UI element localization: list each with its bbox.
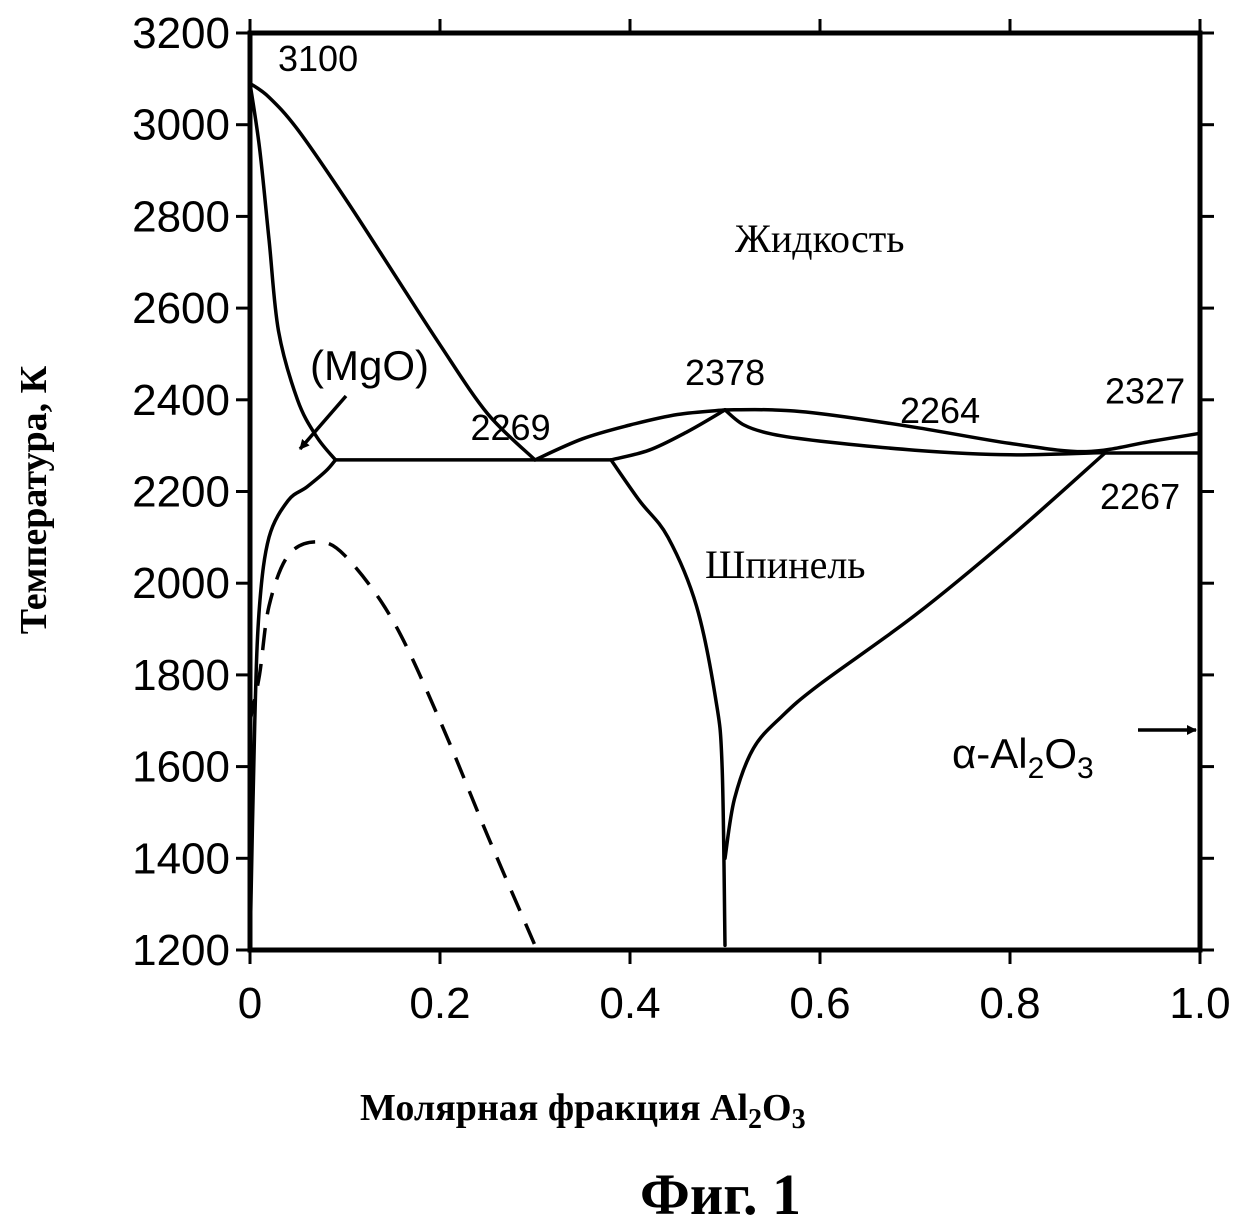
y-tick-label: 2400: [132, 376, 230, 425]
region-liquid-label: Жидкость: [735, 216, 904, 261]
x-axis: 0 0.2 0.4 0.6 0.8 1.0: [238, 19, 1231, 1028]
x-tick-label: 0.6: [789, 979, 850, 1028]
phase-boundary-9: [609, 458, 727, 948]
y-tick-label: 1400: [132, 834, 230, 883]
temperature-label: 2327: [1105, 370, 1185, 411]
x-tick-label: 0.2: [409, 979, 470, 1028]
y-tick-label: 3200: [132, 9, 230, 58]
temperature-label: 2378: [685, 352, 765, 393]
phase-boundary-1: [248, 81, 338, 462]
region-mgo-label: (MgO): [310, 342, 429, 389]
phase-boundary-5: [609, 408, 727, 462]
y-tick-label: 2200: [132, 468, 230, 517]
svg-text:α-Al2O3: α-Al2O3: [952, 730, 1094, 785]
x-tick-label: 1.0: [1169, 979, 1230, 1028]
x-axis-title: Молярная фракция Al2O3: [360, 1087, 806, 1135]
temperature-label: 2267: [1100, 476, 1180, 517]
y-tick-label: 2000: [132, 559, 230, 608]
temperature-annotations: 3100 2269 2378 2264 2327 2267: [278, 38, 1185, 517]
y-tick-label: 3000: [132, 101, 230, 150]
figure-caption: Фиг. 1: [640, 1162, 801, 1227]
phase-boundary-6: [723, 408, 1107, 457]
y-tick-label: 2800: [132, 192, 230, 241]
x-tick-label: 0.8: [979, 979, 1040, 1028]
y-axis: 1200 1400 1600 1800 2000 2200 2400 2600 2800 3000…: [132, 9, 1214, 975]
mgo-arrow: [298, 394, 348, 451]
phase-boundary-4: [533, 408, 727, 462]
phase-boundary-2: [248, 458, 338, 952]
region-alumina-label: α-Al2O3: [952, 730, 1094, 785]
x-tick-label: 0.4: [599, 979, 660, 1028]
phase-boundaries: [248, 81, 1202, 952]
temperature-label: 2269: [471, 407, 551, 448]
phase-boundary-0: [248, 81, 537, 462]
temperature-label: 3100: [278, 38, 358, 79]
phase-boundary-11: [248, 540, 537, 947]
x-tick-label: 0: [238, 979, 262, 1028]
y-axis-title: Температура, К: [13, 365, 55, 634]
y-tick-label: 1200: [132, 926, 230, 975]
plot-frame: [247, 30, 1203, 953]
phase-boundary-7: [723, 407, 1202, 454]
region-spinel-label: Шпинель: [705, 542, 866, 587]
phase-boundary-10: [723, 451, 1107, 861]
y-tick-label: 1800: [132, 651, 230, 700]
y-tick-label: 1600: [132, 743, 230, 792]
y-tick-label: 2600: [132, 284, 230, 333]
svg-text:Молярная фракция Al2O3: Молярная фракция Al2O3: [360, 1087, 806, 1135]
temperature-label: 2264: [900, 390, 980, 431]
